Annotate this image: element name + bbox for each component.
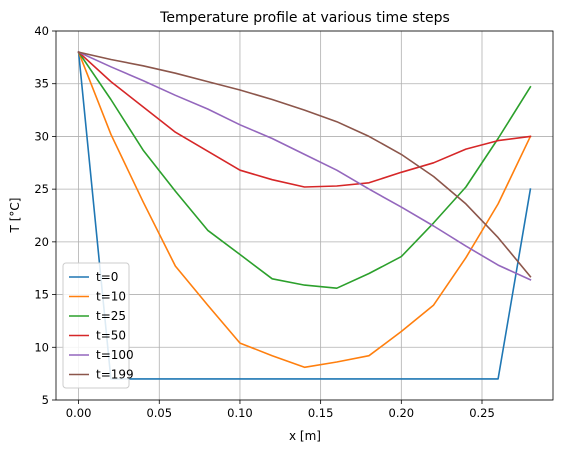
y-tick-label: 15	[34, 288, 49, 302]
y-tick-label: 35	[34, 77, 49, 91]
chart-title: Temperature profile at various time step…	[159, 10, 450, 26]
legend-label: t=199	[96, 368, 134, 382]
y-tick-label: 25	[34, 182, 49, 196]
series-line-t-25	[77, 50, 532, 290]
series-line-t-100	[77, 51, 532, 281]
legend-label: t=10	[96, 290, 126, 304]
series-line-t-199	[77, 51, 532, 278]
x-tick-label: 0.00	[66, 406, 92, 420]
y-axis-label: T [°C]	[8, 198, 22, 234]
series-line-t-50	[77, 50, 532, 188]
legend-label: t=0	[96, 270, 118, 284]
legend-label: t=50	[96, 329, 126, 343]
y-tick-label: 20	[34, 235, 49, 249]
x-tick-label: 0.05	[146, 406, 172, 420]
legend-label: t=100	[96, 348, 134, 362]
series-line-t-10	[77, 51, 532, 369]
series-line-t-0	[77, 51, 532, 380]
y-tick-label: 5	[42, 393, 49, 407]
series-lines	[77, 50, 532, 380]
axis-ticks: 0.00 0.05 0.10 0.15 0.20 0.25 5 10 15 20 25 30 35 40	[34, 24, 494, 420]
legend-label: t=25	[96, 309, 126, 323]
y-tick-label: 40	[34, 24, 49, 38]
legend: t=0 t=10 t=25 t=50 t=100 t=199	[62, 262, 134, 389]
y-tick-label: 10	[34, 340, 49, 354]
x-axis-label: x [m]	[289, 429, 321, 443]
y-tick-label: 30	[34, 129, 49, 143]
x-tick-label: 0.20	[389, 406, 415, 420]
legend-box	[62, 262, 130, 389]
x-tick-label: 0.15	[308, 406, 334, 420]
plot-frame	[55, 30, 554, 401]
x-tick-label: 0.25	[469, 406, 495, 420]
x-tick-label: 0.10	[227, 406, 253, 420]
